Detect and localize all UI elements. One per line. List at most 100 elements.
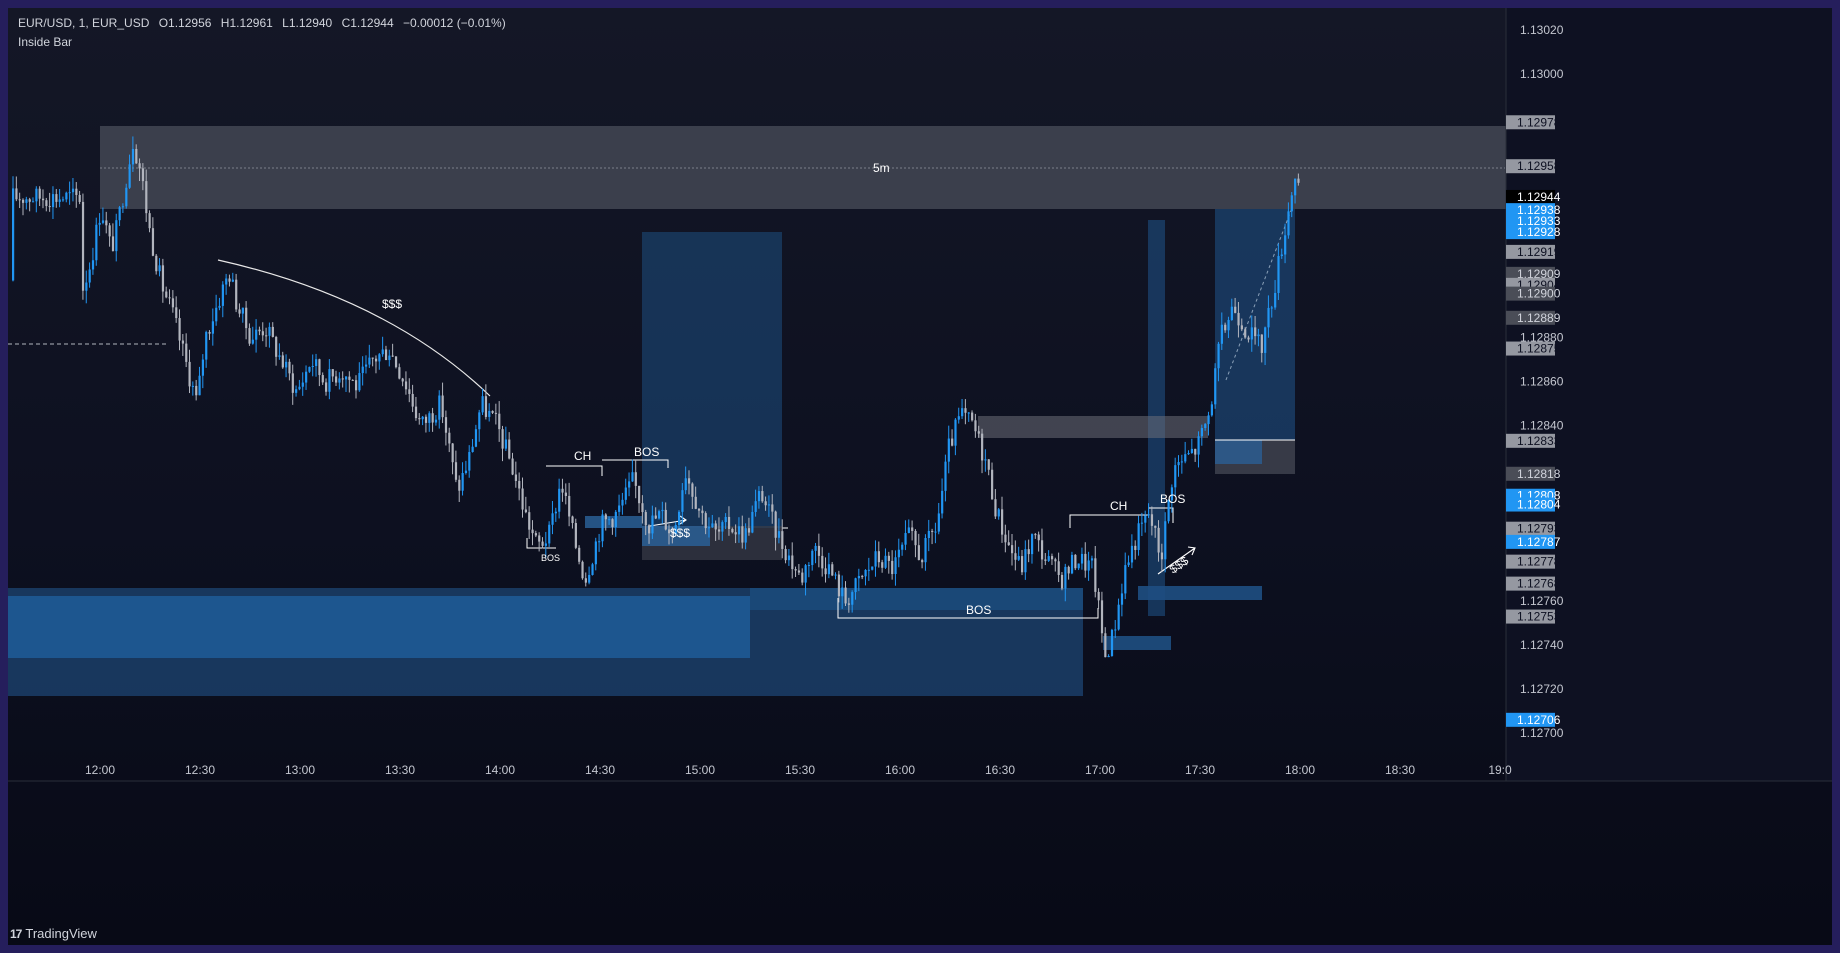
candle-body bbox=[484, 396, 488, 417]
drawing-lines-layer bbox=[8, 207, 1295, 619]
candle bbox=[1220, 312, 1223, 350]
candle-body bbox=[921, 560, 924, 563]
candle bbox=[588, 566, 591, 585]
candle-body bbox=[391, 355, 394, 357]
candle-body bbox=[12, 188, 15, 281]
candle-body bbox=[315, 359, 318, 366]
candle-body bbox=[15, 188, 18, 200]
candle-body bbox=[634, 472, 637, 486]
candle bbox=[571, 515, 574, 529]
candle-body bbox=[598, 541, 601, 543]
candle-body bbox=[1204, 424, 1207, 429]
candle bbox=[215, 294, 218, 326]
candle-body bbox=[41, 198, 45, 201]
candle-body bbox=[1067, 566, 1070, 574]
candle bbox=[1224, 322, 1227, 333]
candle bbox=[564, 483, 567, 505]
zone-demand-small bbox=[1138, 586, 1262, 600]
candle bbox=[464, 460, 468, 475]
candle-body bbox=[1120, 593, 1124, 605]
candle bbox=[544, 531, 547, 558]
candle-body bbox=[644, 512, 647, 526]
candle-body bbox=[751, 511, 754, 533]
candle-body bbox=[1004, 534, 1007, 543]
price-tag-bg bbox=[1506, 225, 1555, 240]
candle bbox=[697, 508, 701, 518]
candle bbox=[767, 495, 771, 517]
indicator-label[interactable]: Inside Bar bbox=[18, 35, 73, 49]
candle bbox=[1130, 534, 1134, 569]
candle bbox=[1257, 328, 1260, 347]
candle-body bbox=[335, 376, 338, 383]
candle bbox=[691, 482, 694, 509]
candle-body bbox=[681, 490, 684, 512]
candle-body bbox=[1044, 559, 1047, 561]
candle bbox=[884, 548, 887, 569]
candle-body bbox=[1214, 368, 1217, 405]
candle bbox=[727, 506, 731, 536]
candle-body bbox=[258, 329, 261, 332]
candle bbox=[1210, 401, 1213, 417]
candle-body bbox=[1094, 558, 1097, 592]
candle bbox=[894, 550, 897, 586]
candle bbox=[734, 524, 737, 544]
candle-body bbox=[1097, 591, 1100, 601]
candle bbox=[1017, 546, 1020, 562]
candle-body bbox=[1180, 461, 1184, 463]
candle-body bbox=[821, 555, 824, 569]
candle bbox=[1047, 550, 1050, 562]
time-tick-label: 12:30 bbox=[185, 763, 215, 777]
candle bbox=[461, 462, 464, 496]
candle bbox=[1157, 520, 1160, 562]
price-tag-bg bbox=[1506, 214, 1555, 229]
candle bbox=[721, 520, 724, 541]
candle-body bbox=[1237, 312, 1240, 326]
candle bbox=[801, 568, 804, 586]
candle bbox=[12, 176, 15, 282]
candle-body bbox=[674, 524, 677, 534]
candle bbox=[218, 297, 221, 311]
time-tick-label: 17:30 bbox=[1185, 763, 1215, 777]
candle-body bbox=[428, 413, 431, 423]
candle-body bbox=[691, 483, 694, 497]
candle bbox=[1164, 512, 1167, 573]
candle bbox=[258, 326, 261, 336]
symbol-name[interactable]: EUR/USD, 1, EUR_USD bbox=[18, 16, 150, 30]
time-tick-label: 14:30 bbox=[585, 763, 615, 777]
candle bbox=[824, 557, 827, 583]
candle-body bbox=[451, 443, 454, 463]
candle-body bbox=[1017, 556, 1020, 560]
candle-body bbox=[1170, 487, 1174, 501]
candle bbox=[368, 344, 371, 368]
candle bbox=[528, 506, 531, 539]
ch-line-2 bbox=[1069, 514, 1148, 528]
candle-body bbox=[1117, 604, 1120, 630]
candle-body bbox=[1250, 327, 1253, 340]
annotation-liquidity-3: $$$ bbox=[1167, 553, 1192, 576]
candle bbox=[238, 303, 241, 318]
candle bbox=[25, 196, 28, 210]
candle bbox=[1270, 305, 1273, 318]
candle-body bbox=[1257, 334, 1260, 337]
candle bbox=[711, 514, 714, 528]
candle-body bbox=[498, 413, 501, 430]
candle bbox=[1020, 549, 1024, 576]
candle bbox=[115, 213, 118, 262]
candle bbox=[468, 445, 471, 478]
tradingview-logo[interactable]: 17 TradingView bbox=[10, 926, 97, 941]
candle-body bbox=[827, 564, 831, 575]
candle bbox=[608, 516, 611, 525]
candle bbox=[834, 572, 837, 580]
candle-body bbox=[225, 278, 228, 285]
candle-body bbox=[804, 565, 807, 583]
candle bbox=[1170, 484, 1174, 513]
candle bbox=[951, 429, 954, 447]
candle-body bbox=[35, 188, 38, 202]
candle bbox=[345, 376, 348, 392]
candle-body bbox=[378, 354, 381, 362]
candle bbox=[628, 472, 631, 497]
candle-body bbox=[1187, 453, 1190, 455]
price-tag-bg bbox=[1506, 609, 1555, 624]
candle bbox=[501, 425, 504, 462]
